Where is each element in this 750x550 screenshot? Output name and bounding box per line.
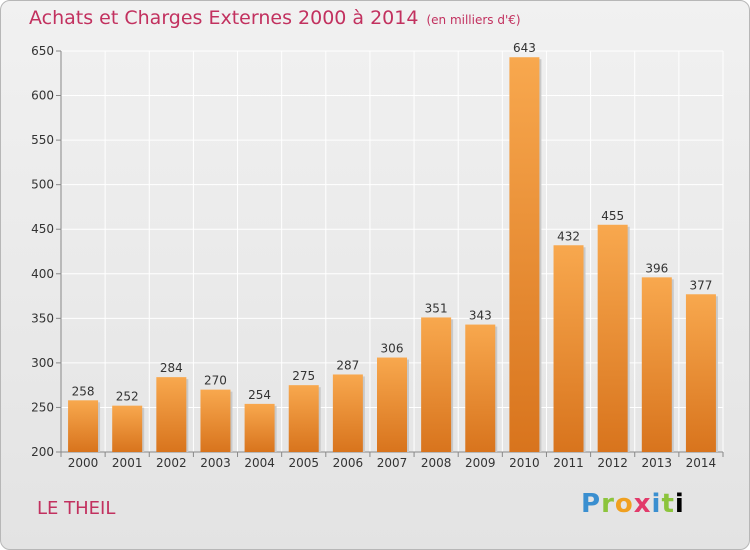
x-tick-label-2000: 2000 [68,456,99,470]
x-tick-label-2011: 2011 [553,456,584,470]
y-tick-label: 550 [31,133,54,147]
value-label-2003: 270 [204,374,227,388]
x-tick-label-2010: 2010 [509,456,540,470]
chart-unit: (en milliers d'€) [426,13,521,27]
value-label-2012: 455 [601,209,624,223]
value-label-2004: 254 [248,388,271,402]
bar-2000 [68,400,99,452]
y-tick-label: 250 [31,400,54,414]
y-tick-label: 450 [31,222,54,236]
value-label-2014: 377 [689,278,712,292]
value-label-2006: 287 [336,358,359,372]
value-label-2010: 643 [513,41,536,55]
x-tick-label-2003: 2003 [200,456,231,470]
chart-title: Achats et Charges Externes 2000 à 2014 (e… [29,7,521,29]
x-tick-label-2005: 2005 [288,456,319,470]
bar-2006 [332,374,363,452]
bar-2007 [377,357,407,452]
bar-2008 [421,317,452,452]
value-label-2001: 252 [116,390,139,404]
x-tick-label-2009: 2009 [465,456,496,470]
bar-2014 [685,294,716,452]
proxiti-logo[interactable]: Proxiti [581,489,685,519]
chart-title-text: Achats et Charges Externes 2000 à 2014 [29,7,419,29]
place-name: LE THEIL [37,498,116,519]
y-tick-label: 200 [31,445,54,459]
y-tick-label: 400 [31,267,54,281]
x-tick-label-2013: 2013 [642,456,673,470]
bar-2001 [112,405,143,452]
value-label-2000: 258 [72,384,95,398]
y-tick-label: 600 [31,89,54,103]
bar-2004 [244,403,275,452]
bar-2002 [156,377,187,452]
value-label-2005: 275 [292,369,315,383]
value-label-2007: 306 [381,342,404,356]
value-label-2009: 343 [469,309,492,323]
x-tick-label-2007: 2007 [377,456,408,470]
y-tick-label: 650 [31,44,54,58]
bar-2005 [288,385,319,452]
x-tick-label-2008: 2008 [421,456,452,470]
x-tick-label-2001: 2001 [112,456,143,470]
bar-2013 [641,277,672,452]
x-tick-label-2012: 2012 [597,456,628,470]
x-tick-label-2014: 2014 [686,456,717,470]
value-label-2011: 432 [557,229,580,243]
value-label-2008: 351 [425,301,448,315]
y-tick-label: 350 [31,311,54,325]
bar-2010 [509,57,540,452]
value-label-2013: 396 [645,261,668,275]
y-tick-label: 500 [31,178,54,192]
value-label-2002: 284 [160,361,183,375]
bar-2009 [465,324,496,452]
y-tick-label: 300 [31,356,54,370]
x-tick-label-2004: 2004 [244,456,275,470]
bars-layer [68,57,718,452]
labels-layer: 258 252 284 270 254 275 287 306 351 343 643 432 455 3… [72,41,713,403]
x-tick-label-2006: 2006 [333,456,364,470]
bar-2012 [597,224,628,452]
bar-2003 [200,389,231,452]
bar-2011 [553,245,584,452]
axis-layer: 200 250 300 350 400 450 500 550 600 650 2000 2001 20… [31,44,724,470]
x-tick-label-2002: 2002 [156,456,187,470]
